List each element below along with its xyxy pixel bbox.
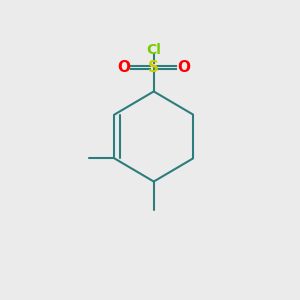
Text: O: O — [118, 60, 131, 75]
Text: S: S — [148, 60, 159, 75]
Text: O: O — [177, 60, 190, 75]
Text: Cl: Cl — [146, 43, 161, 57]
